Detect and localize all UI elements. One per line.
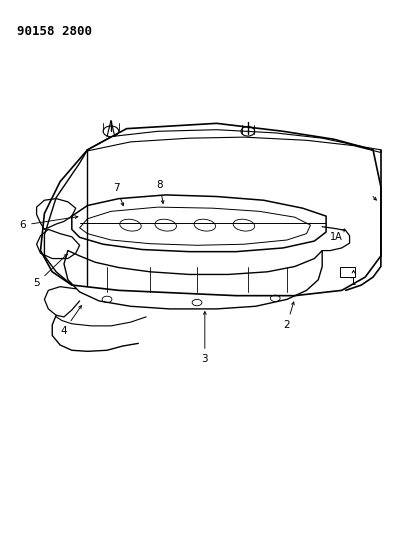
Text: 3: 3 <box>201 312 208 364</box>
Text: 7: 7 <box>113 183 124 206</box>
Text: 4: 4 <box>61 305 82 336</box>
Text: 5: 5 <box>33 254 67 288</box>
Text: 8: 8 <box>156 180 164 204</box>
Text: 6: 6 <box>20 216 78 230</box>
Text: 90158 2800: 90158 2800 <box>17 25 92 38</box>
Text: 2: 2 <box>284 302 294 329</box>
Text: 1: 1 <box>350 270 357 287</box>
Text: 1A: 1A <box>330 229 345 243</box>
